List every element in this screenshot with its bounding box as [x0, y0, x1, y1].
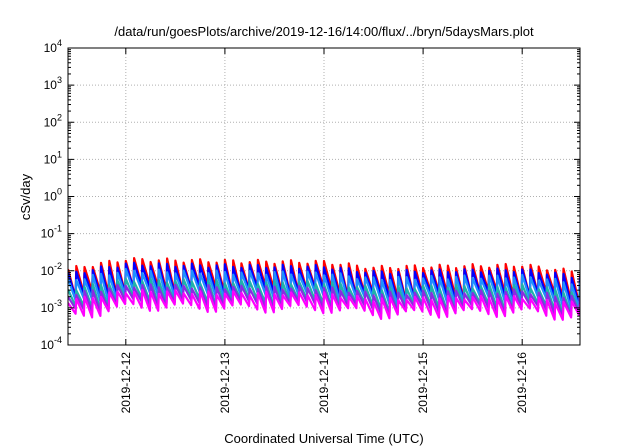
y-tick-label: 100 — [44, 187, 62, 204]
series-line — [68, 288, 580, 321]
y-axis-label: cSv/day — [18, 173, 33, 220]
x-tick-label: 2019-12-14 — [317, 352, 331, 414]
series-group — [68, 257, 580, 321]
x-tick-label: 2019-12-12 — [119, 352, 133, 414]
y-tick-label: 10-3 — [41, 298, 62, 315]
y-tick-label: 10-2 — [41, 261, 62, 278]
series-line — [68, 283, 580, 318]
x-tick-label: 2019-12-13 — [218, 352, 232, 414]
x-axis-label: Coordinated Universal Time (UTC) — [224, 431, 423, 446]
series-line — [68, 267, 580, 311]
chart-title: /data/run/goesPlots/archive/2019-12-16/1… — [114, 24, 534, 39]
y-tick-label: 104 — [44, 38, 62, 55]
y-axis: 10-4 10-3 10-2 10-1 100 101 102 103 104 — [41, 38, 580, 352]
y-tick-label: 103 — [44, 75, 62, 92]
y-tick-label: 102 — [44, 112, 62, 129]
x-tick-label: 2019-12-16 — [515, 352, 529, 414]
y-tick-label: 101 — [44, 149, 62, 166]
series-line — [68, 261, 580, 308]
y-tick-label: 10-1 — [41, 224, 62, 241]
x-axis: 2019-12-12 2019-12-13 2019-12-14 2019-12-15… — [119, 48, 529, 413]
y-tick-label: 10-4 — [41, 335, 62, 352]
x-tick-label: 2019-12-15 — [416, 352, 430, 414]
